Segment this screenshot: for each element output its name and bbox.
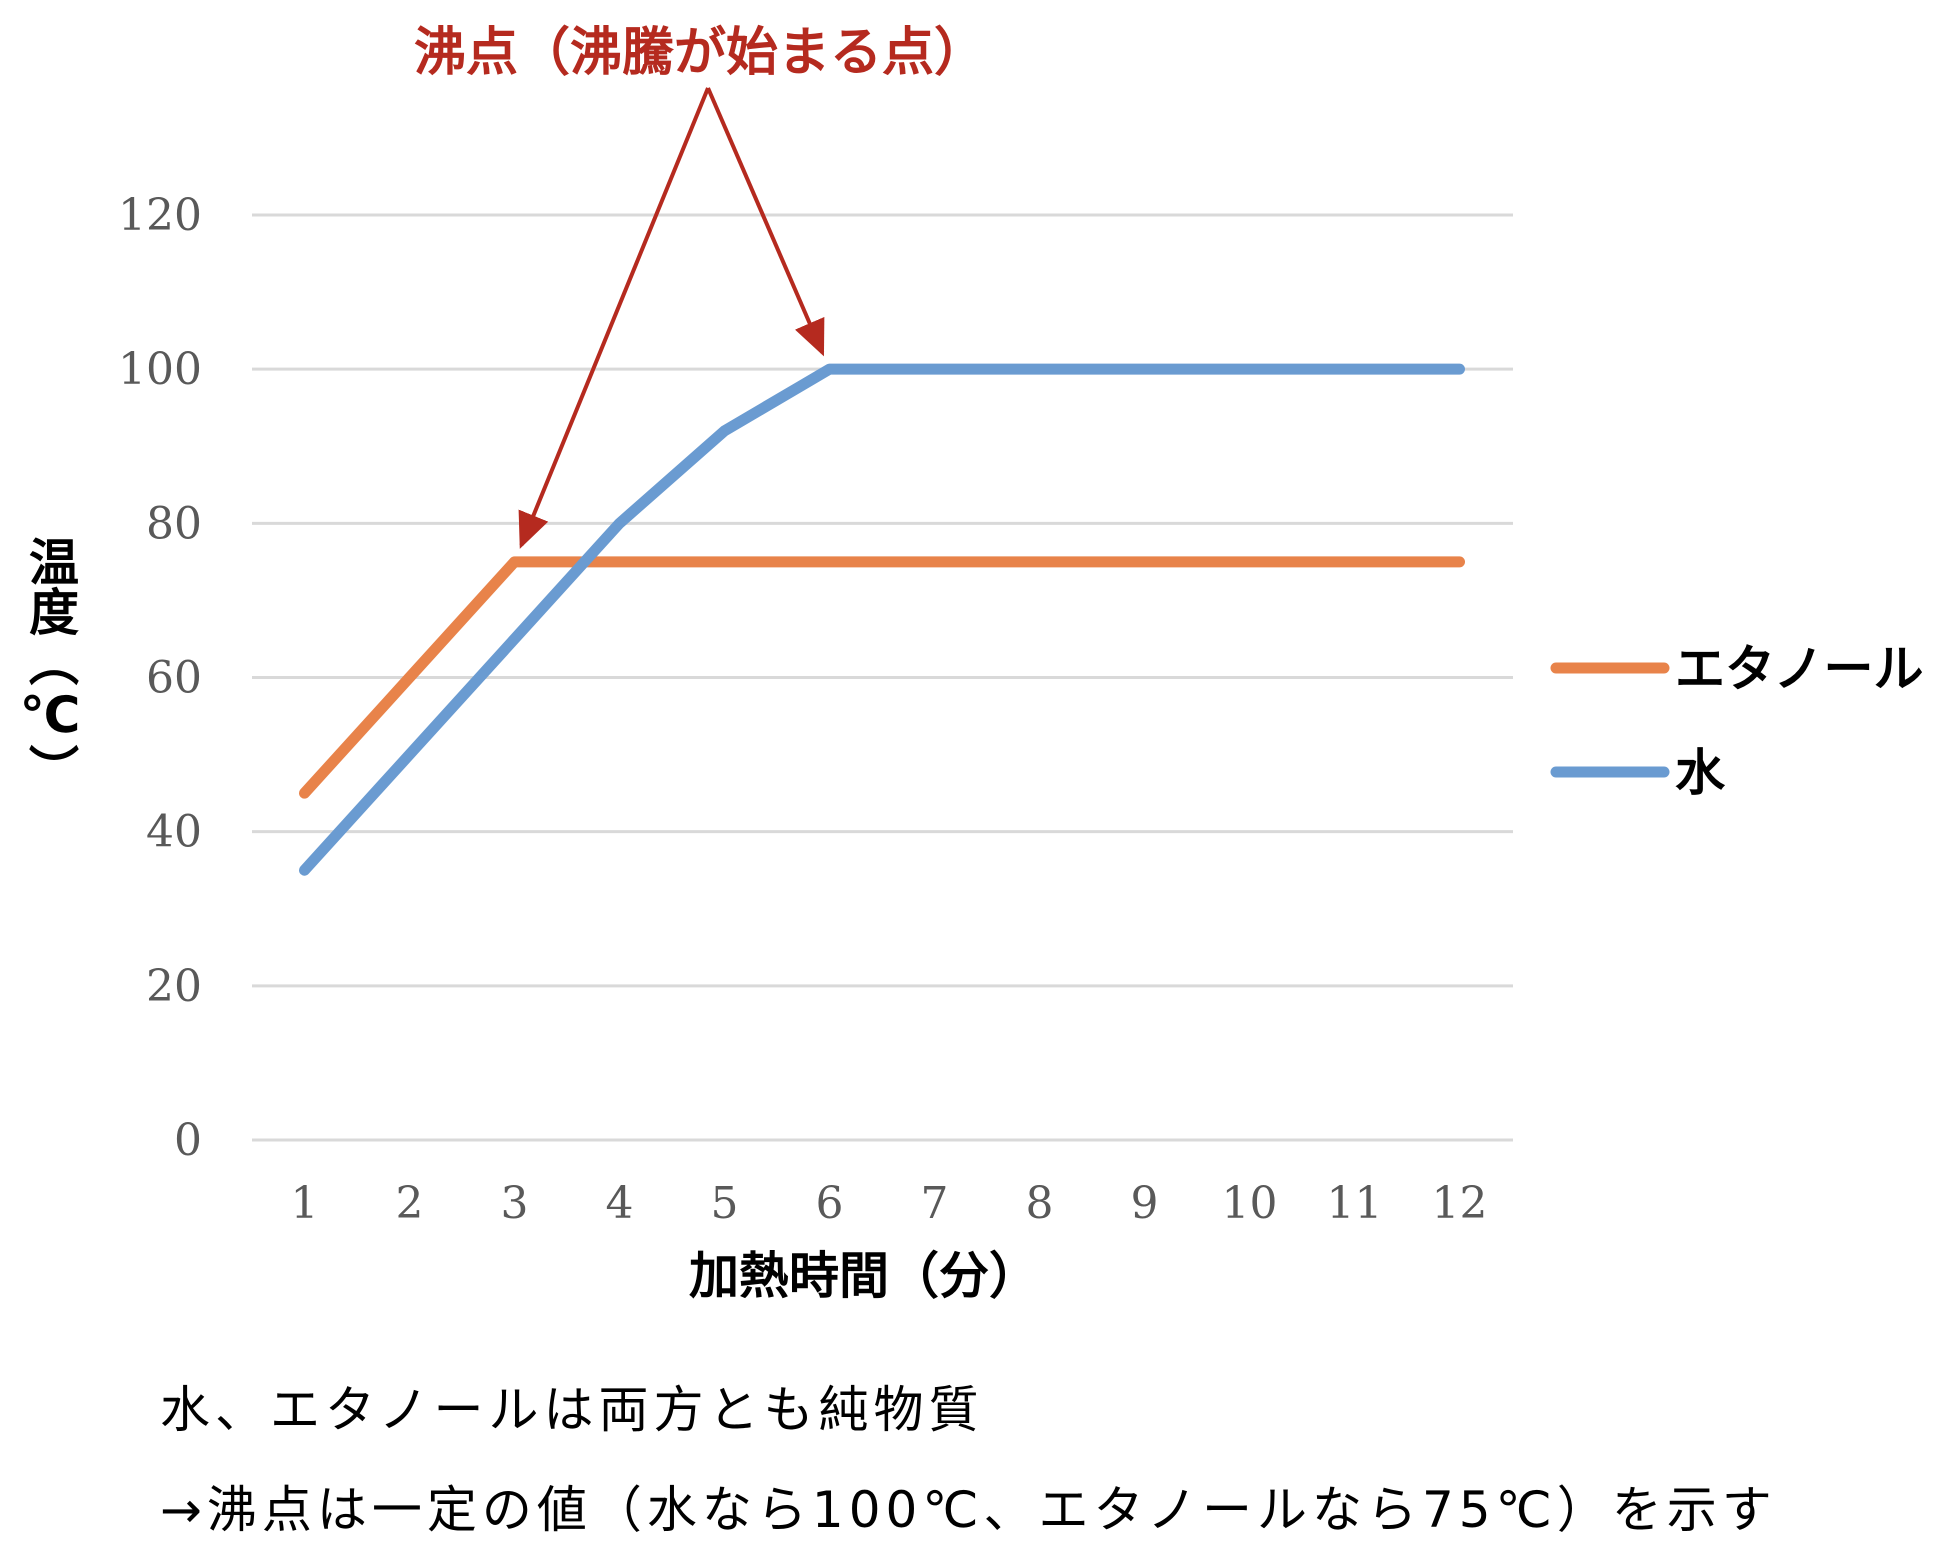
gridlines — [252, 213, 1513, 1142]
y-tick-label: 100 — [118, 344, 202, 395]
annotation-arrow-1 — [706, 87, 825, 357]
x-tick-label: 12 — [1432, 1178, 1488, 1229]
annotation-arrow-0 — [518, 87, 710, 549]
y-tick-label: 40 — [146, 807, 202, 858]
y-tick-label: 80 — [146, 498, 202, 549]
legend-label-0: エタノール — [1675, 640, 1924, 698]
series-line-0 — [299, 556, 1465, 799]
y-axis-tick-labels: 0 20 40 60 80 100 120 — [118, 190, 202, 1166]
x-tick-label: 2 — [396, 1178, 424, 1229]
x-axis-tick-labels: 1 2 3 4 5 6 7 8 9 10 11 12 — [291, 1178, 1488, 1229]
y-tick-label: 60 — [146, 653, 202, 704]
x-tick-label: 6 — [816, 1178, 844, 1229]
x-tick-label: 8 — [1026, 1178, 1054, 1229]
x-tick-label: 4 — [606, 1178, 634, 1229]
legend-label-1: 水 — [1675, 744, 1726, 802]
annotation-title: 沸点（沸騰が始まる点） — [414, 23, 986, 83]
x-tick-label: 10 — [1222, 1178, 1278, 1229]
series-lines — [299, 363, 1465, 876]
series-line-1 — [299, 363, 1465, 876]
x-tick-label: 11 — [1327, 1178, 1383, 1229]
y-tick-label: 120 — [118, 190, 202, 241]
x-tick-label: 5 — [711, 1178, 739, 1229]
note-boiling-point-constant: →沸点は一定の値（水なら100℃、エタノールなら75℃）を示す — [160, 1481, 1777, 1539]
x-tick-label: 9 — [1131, 1178, 1159, 1229]
boiling-point-annotation: 沸点（沸騰が始まる点） — [414, 23, 986, 549]
y-tick-label: 0 — [174, 1115, 202, 1166]
y-tick-label: 20 — [146, 961, 202, 1012]
y-axis-title: 温度（℃） — [21, 536, 79, 794]
x-tick-label: 1 — [291, 1178, 319, 1229]
x-axis-title: 加熱時間（分） — [689, 1247, 1039, 1305]
x-tick-label: 3 — [501, 1178, 529, 1229]
x-tick-label: 7 — [921, 1178, 949, 1229]
note-pure-substances: 水、エタノールは両方とも純物質 — [160, 1381, 984, 1439]
